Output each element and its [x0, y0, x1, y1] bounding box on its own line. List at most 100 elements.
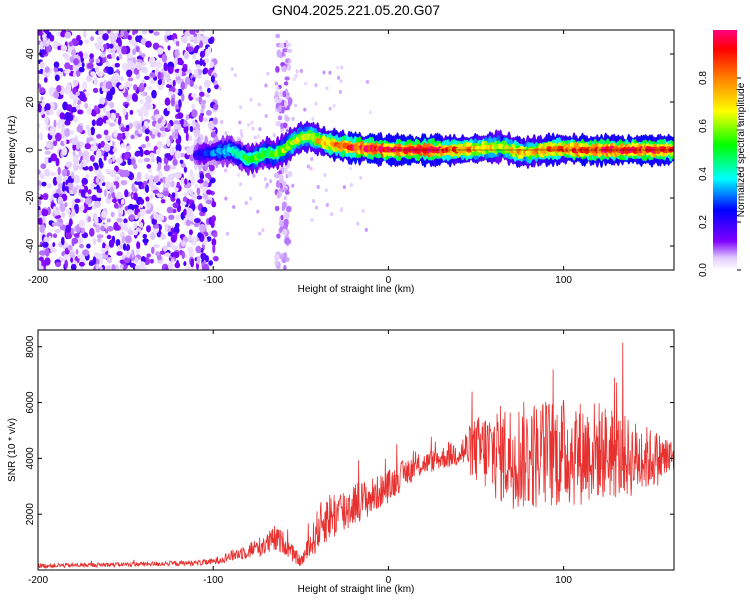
noise-speckle [150, 232, 156, 240]
snr-plot-area [38, 342, 674, 570]
noise-speckle [68, 41, 74, 47]
noise-speckle [120, 126, 126, 133]
noise-speckle [212, 244, 216, 254]
noise-speckle [286, 48, 293, 53]
noise-speckle [113, 221, 119, 231]
noise-speckle [136, 61, 142, 71]
noise-speckle [151, 218, 157, 226]
noise-speckle [141, 30, 148, 35]
noise-speckle [146, 225, 151, 233]
noise-speckle [183, 51, 189, 60]
noise-speckle [299, 69, 303, 73]
noise-speckle [103, 155, 107, 161]
noise-speckle [278, 174, 284, 180]
noise-speckle [174, 88, 179, 94]
noise-speckle [155, 148, 161, 156]
noise-speckle [95, 224, 101, 233]
noise-speckle [274, 81, 278, 86]
noise-speckle [102, 33, 109, 41]
noise-speckle [135, 45, 140, 53]
noise-speckle [191, 119, 196, 128]
noise-speckle [198, 114, 204, 123]
noise-speckle [192, 53, 196, 60]
noise-speckle [123, 222, 128, 228]
noise-speckle [336, 65, 340, 70]
noise-speckle [107, 192, 112, 200]
noise-speckle [224, 196, 228, 201]
noise-speckle [310, 218, 314, 223]
noise-speckle [322, 70, 326, 75]
noise-speckle [72, 71, 77, 78]
noise-speckle [189, 79, 194, 88]
noise-speckle [91, 119, 96, 127]
noise-speckle [155, 251, 161, 257]
noise-speckle [129, 262, 136, 268]
noise-speckle [39, 68, 44, 75]
noise-speckle [109, 86, 116, 96]
noise-speckle [64, 111, 71, 121]
noise-speckle [283, 187, 287, 192]
noise-speckle [213, 256, 219, 262]
noise-speckle [59, 112, 66, 120]
noise-speckle [185, 76, 191, 85]
noise-speckle [73, 116, 79, 123]
noise-speckle [41, 208, 47, 217]
noise-speckle [153, 175, 160, 184]
noise-speckle [194, 218, 201, 224]
noise-speckle [75, 104, 81, 111]
noise-speckle [134, 215, 138, 220]
noise-speckle [279, 42, 285, 49]
noise-speckle [191, 103, 195, 112]
noise-speckle [199, 173, 205, 180]
colorbar-tick-label: 0.4 [698, 167, 709, 181]
noise-speckle [120, 143, 126, 149]
noise-speckle [274, 254, 280, 261]
noise-speckle [174, 57, 178, 66]
noise-speckle [50, 153, 58, 162]
noise-speckle [199, 40, 204, 48]
noise-speckle [195, 245, 202, 254]
noise-speckle [275, 180, 280, 188]
noise-speckle [203, 117, 209, 123]
noise-speckle [136, 123, 142, 130]
noise-speckle [272, 133, 276, 138]
noise-speckle [206, 189, 212, 195]
noise-speckle [44, 248, 50, 257]
x-tick-label: -100 [203, 275, 223, 286]
noise-speckle [150, 128, 157, 133]
noise-speckle [100, 53, 106, 58]
noise-speckle [44, 156, 49, 165]
noise-speckle [66, 104, 73, 112]
noise-speckle [126, 53, 134, 59]
noise-speckle [60, 44, 68, 52]
noise-speckle [164, 30, 172, 36]
spectrogram-y-label: Frequency (Hz) [7, 116, 18, 185]
noise-speckle [82, 249, 90, 257]
noise-speckle [51, 222, 59, 227]
noise-speckle [126, 69, 133, 78]
noise-speckle [316, 185, 320, 189]
noise-speckle [97, 71, 104, 77]
noise-speckle [84, 197, 92, 205]
noise-speckle [99, 266, 103, 270]
noise-speckle [148, 30, 154, 34]
noise-speckle [56, 174, 63, 184]
noise-speckle [134, 265, 140, 270]
noise-speckle [70, 263, 77, 270]
noise-speckle [111, 140, 115, 148]
noise-speckle [80, 227, 85, 235]
noise-speckle [258, 231, 262, 236]
noise-speckle [274, 172, 280, 179]
noise-speckle [283, 81, 289, 86]
noise-speckle [145, 135, 150, 142]
noise-speckle [185, 265, 191, 270]
noise-speckle [368, 110, 372, 115]
noise-speckle [197, 232, 202, 239]
noise-speckle [194, 184, 199, 189]
noise-speckle [199, 223, 206, 233]
noise-speckle [269, 179, 273, 184]
noise-speckle [153, 31, 160, 36]
noise-speckle [328, 106, 332, 111]
noise-speckle [140, 67, 147, 72]
noise-speckle [150, 156, 156, 163]
